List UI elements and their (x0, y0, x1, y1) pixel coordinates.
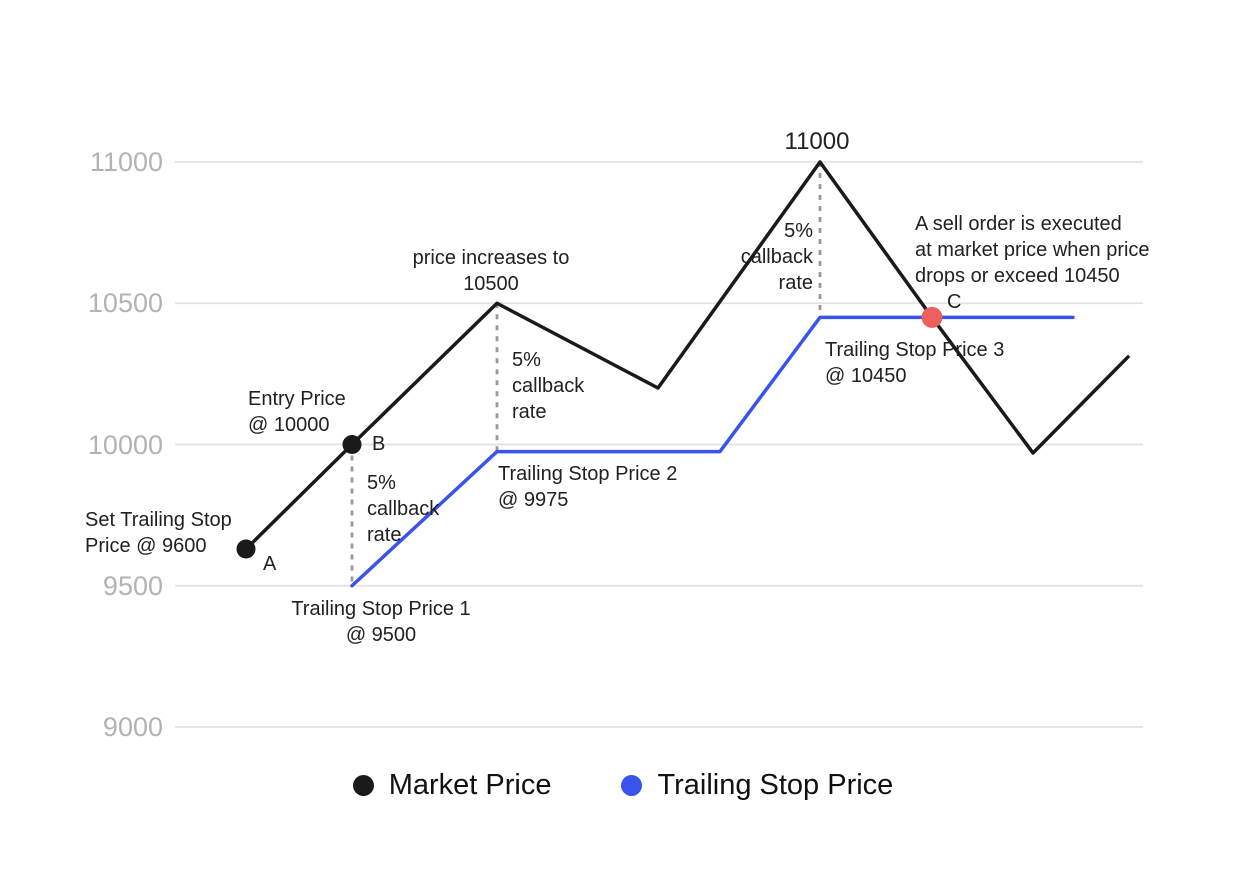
annotation-peak-11000-label: 11000 (784, 128, 850, 155)
trailing-stop-price-dot-icon (621, 775, 643, 796)
annotation-entry-price-label: Entry Price @ 10000 (248, 388, 346, 436)
annotation-trailing-stop-2-label: Trailing Stop Price 2 @ 9975 (498, 463, 678, 511)
y-tick-9500: 9500 (102, 570, 163, 601)
marker-point-c (921, 306, 943, 328)
annotation-trailing-stop-1-label: Trailing Stop Price 1 @ 9500 (291, 598, 471, 646)
annotation-marker-a-label: A (263, 553, 277, 575)
annotation-price-increase-label: price increases to 10500 (412, 247, 570, 295)
legend-label-trailing-stop-price: Trailing Stop Price (657, 769, 894, 801)
annotation-marker-c-label: C (947, 291, 962, 313)
annotation-marker-b-label: B (372, 433, 386, 455)
market-price-line (244, 160, 1130, 551)
y-tick-10500: 10500 (87, 288, 163, 319)
legend: Market Price Trailing Stop Price (0, 769, 1246, 802)
y-tick-10000: 10000 (87, 429, 163, 460)
annotation-callback-rate-1: 5% callback rate (367, 472, 440, 546)
annotation-callback-rate-3: 5% callback rate (740, 220, 813, 294)
y-tick-11000: 11000 (89, 147, 163, 177)
legend-item-market-price: Market Price (352, 769, 552, 802)
annotation-sell-order-note: A sell order is executed at market price… (915, 213, 1150, 287)
annotation-set-trailing-stop-label: Set Trailing Stop Price @ 9600 (85, 509, 232, 557)
trailing-stop-price-line (350, 315, 1075, 588)
y-tick-9000: 9000 (102, 712, 163, 742)
legend-label-market-price: Market Price (388, 769, 552, 801)
marker-point-b (342, 435, 362, 454)
market-price-dot-icon (352, 775, 374, 796)
legend-item-trailing-stop-price: Trailing Stop Price (621, 769, 893, 802)
annotation-trailing-stop-3-label: Trailing Stop Price 3 @ 10450 (825, 339, 1005, 387)
marker-point-a (236, 539, 256, 559)
annotation-callback-rate-2: 5% callback rate (512, 349, 585, 423)
